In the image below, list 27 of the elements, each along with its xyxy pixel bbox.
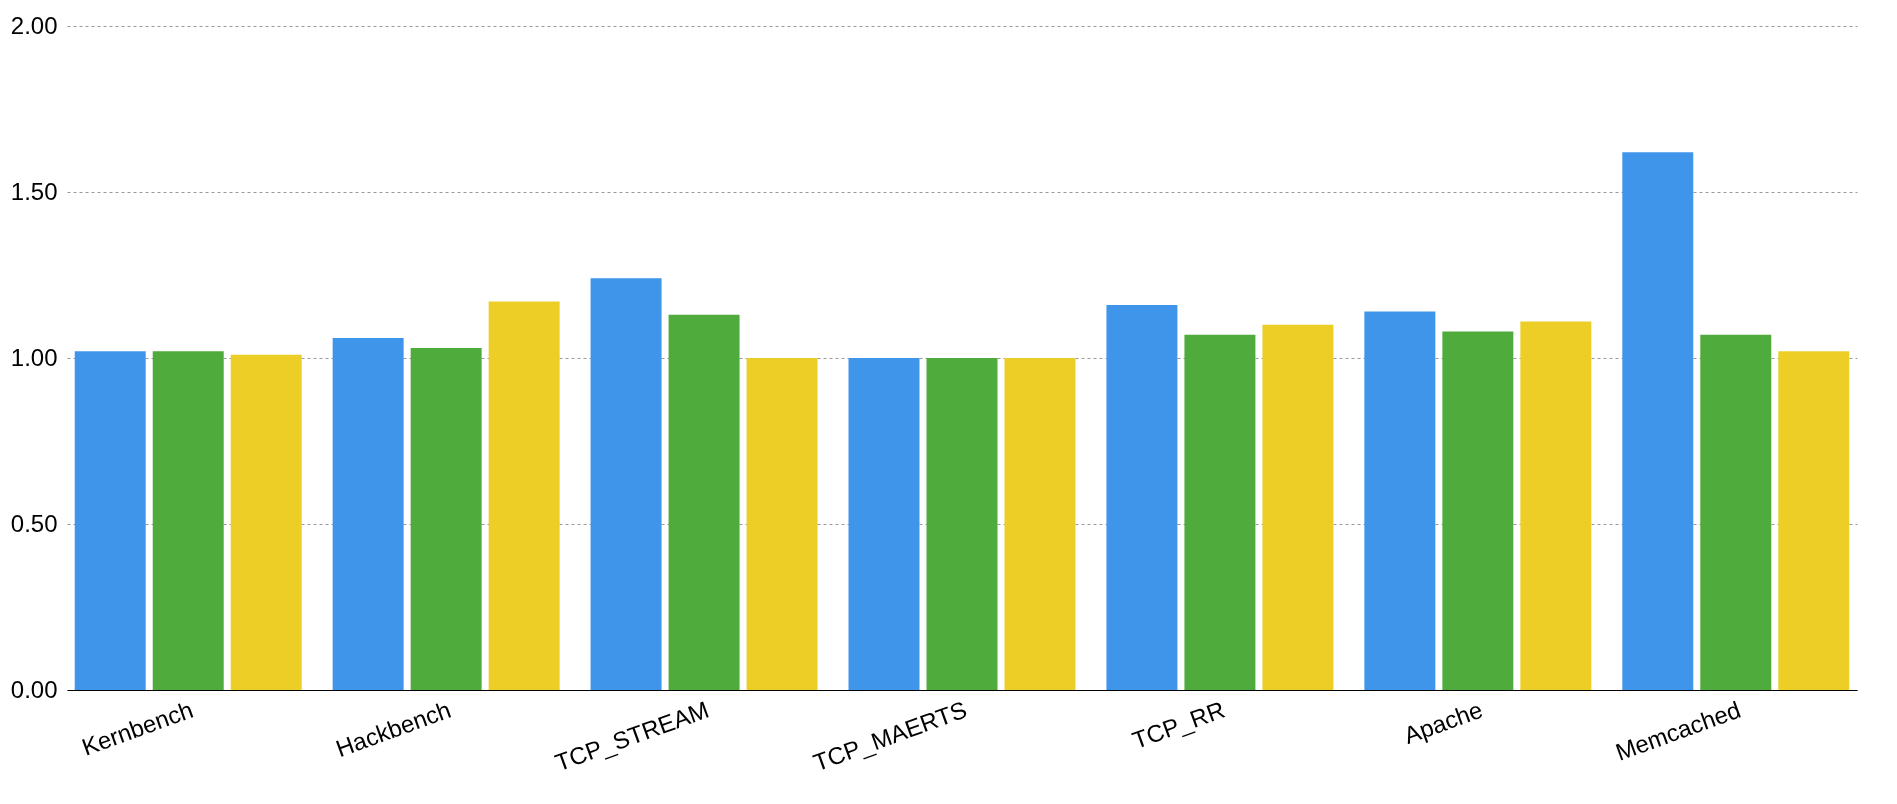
y-tick-label: 1.00 xyxy=(10,343,58,371)
bar xyxy=(1442,331,1514,690)
bar xyxy=(152,351,224,690)
bar xyxy=(1520,321,1592,690)
bar xyxy=(746,358,818,690)
bar xyxy=(926,358,998,690)
bar xyxy=(1262,324,1334,690)
bar xyxy=(1106,304,1178,690)
bar xyxy=(1004,358,1076,690)
y-tick-label: 2.00 xyxy=(10,11,58,39)
bar xyxy=(1622,152,1694,690)
bar xyxy=(1364,311,1436,690)
bar xyxy=(332,338,404,690)
bar xyxy=(590,278,662,690)
y-tick-label: 1.50 xyxy=(10,177,58,205)
x-tick-label: Apache xyxy=(1400,695,1487,749)
bar xyxy=(230,354,302,690)
bar xyxy=(1700,334,1772,690)
bar xyxy=(1184,334,1256,690)
y-tick-label: 0.50 xyxy=(10,509,58,537)
y-tick-label: 0.00 xyxy=(10,675,58,703)
bar xyxy=(848,358,920,690)
bar xyxy=(410,348,482,690)
bar xyxy=(668,314,740,690)
bar xyxy=(488,301,560,690)
bar xyxy=(74,351,146,690)
bar xyxy=(1778,351,1850,690)
